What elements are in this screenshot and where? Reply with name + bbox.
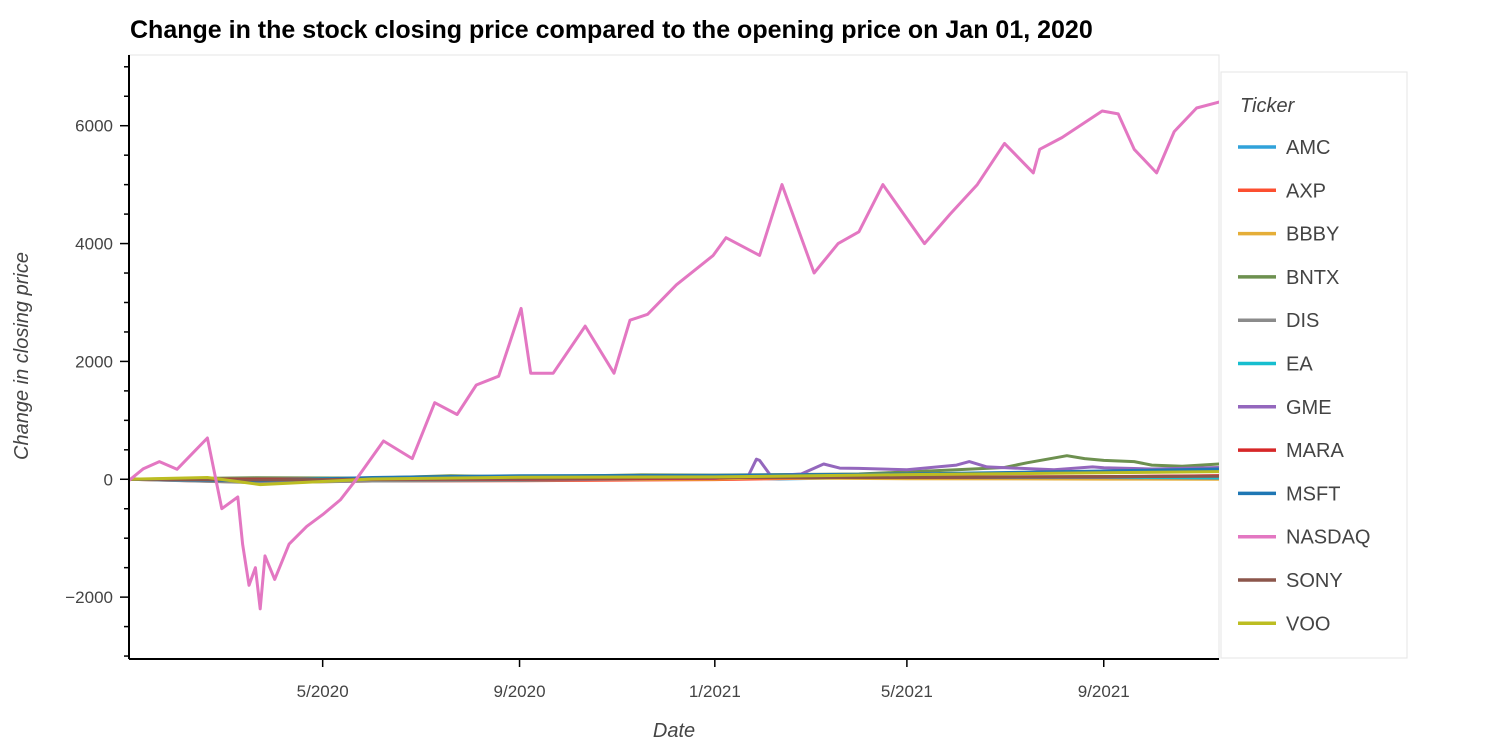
y-tick-label: −2000	[65, 588, 113, 607]
y-tick-label: 0	[104, 470, 113, 489]
legend-label: SONY	[1286, 570, 1343, 592]
legend-label: AXP	[1286, 180, 1326, 202]
legend-item-nasdaq[interactable]: NASDAQ	[1238, 527, 1370, 549]
legend-item-bbby[interactable]: BBBY	[1238, 224, 1339, 246]
legend-label: AMC	[1286, 137, 1330, 159]
y-tick-label: 6000	[75, 117, 113, 136]
legend-label: NASDAQ	[1286, 527, 1370, 549]
x-tick-label: 9/2020	[494, 682, 546, 701]
legend-label: MSFT	[1286, 483, 1340, 505]
y-tick-label: 2000	[75, 352, 113, 371]
chart-title: Change in the stock closing price compar…	[130, 16, 1093, 44]
plot-area	[128, 54, 1220, 660]
legend-label: BNTX	[1286, 267, 1339, 289]
legend-item-bntx[interactable]: BNTX	[1238, 267, 1339, 289]
legend-label: BBBY	[1286, 224, 1339, 246]
x-tick-label: 5/2021	[881, 682, 933, 701]
legend-item-axp[interactable]: AXP	[1238, 180, 1326, 202]
y-axis: −2000 0 2000 4000 6000	[65, 55, 130, 659]
x-tick-label: 9/2021	[1078, 682, 1130, 701]
legend-item-amc[interactable]: AMC	[1238, 137, 1330, 159]
plot-background	[128, 54, 1220, 660]
series-line-voo	[129, 470, 1219, 487]
series-lines	[129, 100, 1219, 611]
x-axis: 5/2020 9/2020 1/2021 5/2021 9/2021	[129, 658, 1219, 701]
series-line-gme	[129, 457, 1219, 481]
series-line-nasdaq	[129, 100, 1219, 611]
x-axis-label: Date	[653, 720, 695, 742]
legend-item-voo[interactable]: VOO	[1238, 613, 1330, 635]
y-axis-label: Change in closing price	[11, 252, 33, 460]
legend-item-mara[interactable]: MARA	[1238, 440, 1344, 462]
legend-label: GME	[1286, 397, 1332, 419]
legend-label: VOO	[1286, 613, 1330, 635]
legend-item-msft[interactable]: MSFT	[1238, 483, 1340, 505]
y-tick-label: 4000	[75, 235, 113, 254]
x-tick-label: 5/2020	[297, 682, 349, 701]
legend-label: DIS	[1286, 310, 1319, 332]
x-tick-label: 1/2021	[689, 682, 741, 701]
legend-item-gme[interactable]: GME	[1238, 397, 1332, 419]
legend-item-ea[interactable]: EA	[1238, 354, 1313, 376]
legend-item-sony[interactable]: SONY	[1238, 570, 1343, 592]
legend-label: EA	[1286, 354, 1313, 376]
legend-title: Ticker	[1240, 95, 1296, 117]
legend-label: MARA	[1286, 440, 1344, 462]
legend-item-dis[interactable]: DIS	[1238, 310, 1319, 332]
legend: Ticker AMC AXP BBBY BNTX DIS EA GME MARA MSFT NASD…	[1220, 71, 1408, 659]
